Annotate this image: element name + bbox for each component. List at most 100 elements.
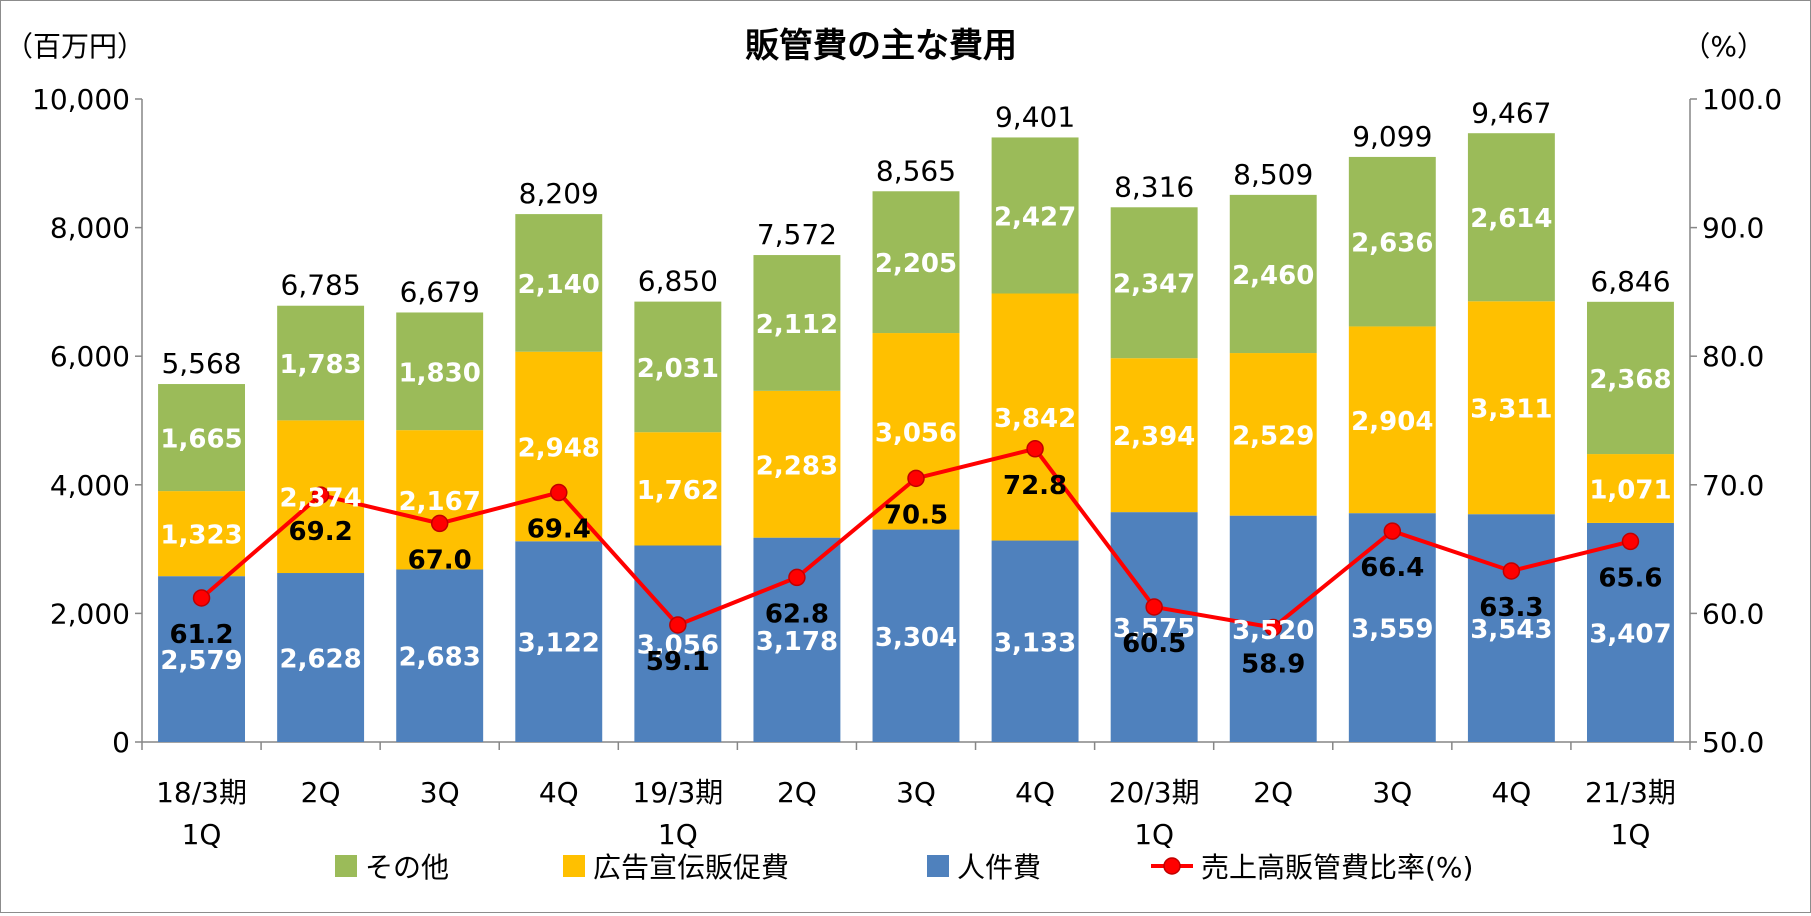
total-label: 6,850 — [638, 265, 718, 298]
y-right-tick-label: 60.0 — [1702, 597, 1764, 630]
y-left-tick-label: 0 — [112, 726, 130, 759]
total-label: 6,846 — [1590, 265, 1670, 298]
legend-label: 広告宣伝販促費 — [593, 851, 789, 884]
y-left-tick-label: 8,000 — [50, 212, 130, 245]
bar-value-label: 2,374 — [279, 484, 361, 514]
bar-segment — [872, 191, 960, 334]
y-right-tick-label: 100.0 — [1702, 83, 1782, 116]
ratio-label: 69.4 — [527, 515, 591, 545]
x-tick-label: 1Q — [1611, 818, 1651, 851]
ratio-point — [1383, 522, 1402, 540]
bar-segment — [396, 312, 484, 431]
bar-segment — [277, 305, 365, 421]
bar-value-label: 1,071 — [1589, 475, 1671, 505]
legend: その他 広告宣伝販促費 人件費 売上高販管費比率(%) — [335, 851, 1473, 884]
bar-value-label: 3,056 — [637, 631, 719, 661]
x-tick-label: 1Q — [658, 818, 698, 851]
ratio-label: 69.2 — [289, 517, 353, 547]
bar-value-label: 2,614 — [1470, 204, 1552, 234]
y-right-unit: （%） — [1682, 30, 1765, 63]
ratio-point — [1502, 562, 1521, 580]
bar-segment — [1110, 207, 1198, 359]
y-right-tick-label: 90.0 — [1702, 212, 1764, 245]
legend-label: 人件費 — [957, 851, 1041, 884]
axes-group: 0 2,000 4,000 6,000 8,000 10,000 50.0 60.0 70.0 8… — [32, 83, 1782, 851]
bar-segment — [991, 540, 1079, 742]
total-label: 7,572 — [757, 218, 837, 251]
ratio-label: 67.0 — [408, 545, 472, 575]
total-label: 6,679 — [400, 276, 480, 309]
total-label: 8,509 — [1233, 158, 1313, 191]
legend-swatch — [927, 855, 949, 877]
ratio-point — [669, 616, 687, 634]
x-tick-label: 2Q — [301, 776, 341, 809]
bar-value-label: 3,311 — [1470, 395, 1552, 425]
ratio-point — [907, 469, 925, 488]
bar-segment — [396, 430, 484, 570]
y-left-tick-label: 2,000 — [50, 597, 130, 630]
legend-swatch — [335, 855, 357, 877]
bar-value-label: 2,283 — [756, 451, 838, 481]
y-right-tick-label: 80.0 — [1702, 340, 1764, 373]
bar-value-label: 2,347 — [1113, 270, 1195, 300]
bar-value-label: 3,122 — [518, 629, 600, 659]
bar-value-label: 2,394 — [1113, 422, 1195, 452]
bar-segment — [158, 384, 246, 492]
ratio-point — [430, 514, 449, 533]
bar-segment — [1348, 513, 1436, 742]
bar-value-label: 3,056 — [875, 418, 957, 448]
ratio-point — [788, 568, 806, 587]
chart-title: 販管費の主な費用 — [745, 26, 1017, 66]
bar-value-label: 2,628 — [279, 645, 361, 675]
bar-value-label: 3,520 — [1232, 616, 1314, 646]
bar-segment — [634, 301, 722, 433]
bar-segment — [1586, 301, 1674, 455]
legend-label: その他 — [365, 851, 449, 884]
bar-value-label: 3,407 — [1589, 619, 1671, 649]
x-tick-label: 20/3期 — [1109, 776, 1200, 809]
bar-value-label: 3,842 — [994, 404, 1076, 434]
bar-segment — [1110, 358, 1198, 513]
ratio-label: 61.2 — [169, 620, 233, 650]
bar-value-label: 1,323 — [160, 521, 242, 551]
legend-marker — [1163, 857, 1181, 875]
ratio-point — [192, 589, 211, 607]
bar-value-label: 1,783 — [279, 350, 361, 380]
bar-segment — [753, 390, 841, 538]
bar-segment — [515, 351, 603, 542]
total-label: 8,565 — [876, 154, 956, 187]
bar-segment — [753, 255, 841, 391]
bar-value-label: 3,133 — [994, 628, 1076, 658]
bar-segment — [634, 545, 722, 742]
bar-value-label: 2,948 — [518, 433, 600, 463]
bar-value-label: 2,579 — [160, 646, 242, 676]
total-label: 8,316 — [1114, 170, 1194, 203]
legend-swatch — [563, 855, 585, 877]
ratio-label: 60.5 — [1122, 629, 1186, 659]
x-tick-label: 1Q — [1134, 818, 1174, 851]
bar-value-label: 2,529 — [1232, 421, 1314, 451]
ratio-label: 65.6 — [1598, 563, 1662, 593]
bar-segment — [1110, 512, 1198, 742]
total-label: 9,401 — [995, 101, 1075, 134]
y-left-tick-label: 10,000 — [32, 83, 130, 116]
bar-segment — [991, 293, 1079, 541]
total-label: 9,099 — [1352, 120, 1432, 153]
bar-value-label: 3,178 — [756, 627, 838, 657]
bar-value-label: 2,460 — [1232, 261, 1314, 291]
x-tick-label: 3Q — [1372, 776, 1412, 809]
ratio-label: 72.8 — [1003, 471, 1067, 501]
x-tick-label: 18/3期 — [156, 776, 247, 809]
bar-segment — [1348, 156, 1436, 327]
y-left-tick-label: 4,000 — [50, 469, 130, 502]
total-label: 8,209 — [519, 177, 599, 210]
bar-segment — [1467, 133, 1555, 302]
bar-value-label: 2,904 — [1351, 407, 1433, 437]
y-right-tick-label: 70.0 — [1702, 469, 1764, 502]
bar-value-label: 3,559 — [1351, 615, 1433, 645]
ratio-line-group — [192, 440, 1640, 637]
ratio-label: 70.5 — [884, 500, 948, 530]
labels-group: 2,579 2,628 2,683 3,122 3,056 3,178 3,304 3,133… — [160, 96, 1671, 679]
y-left-unit: （百万円） — [5, 30, 145, 63]
